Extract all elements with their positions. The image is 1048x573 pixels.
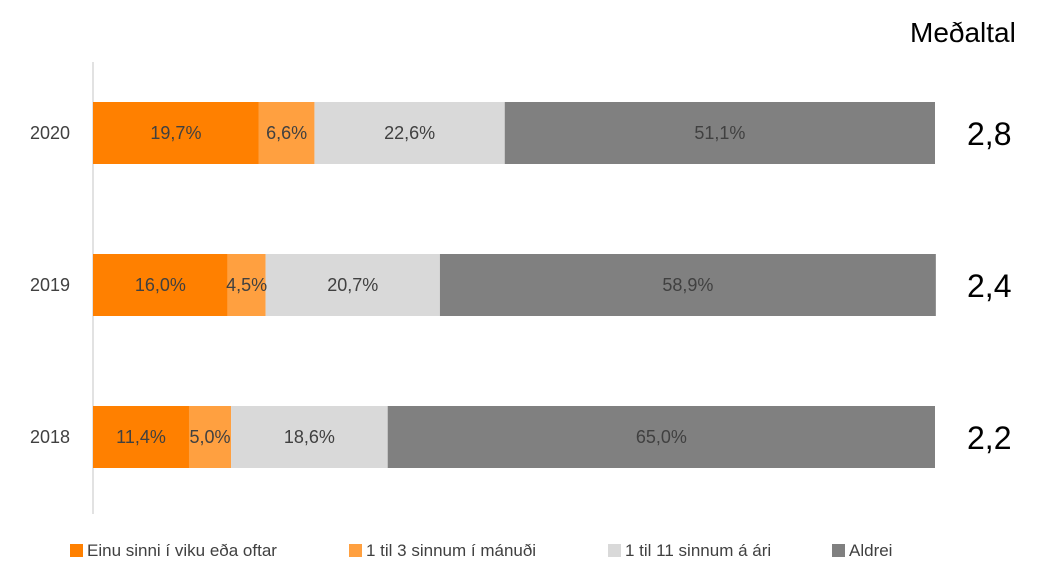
legend-swatch-2 xyxy=(608,544,621,557)
data-label-2018-series-0: 11,4% xyxy=(116,427,166,447)
average-value-2018: 2,2 xyxy=(967,420,1011,456)
legend: Einu sinni í viku eða oftar 1 til 3 sinnu… xyxy=(70,541,892,560)
bars-layer xyxy=(93,102,936,468)
category-label-2018: 2018 xyxy=(30,427,70,447)
average-values-layer: 2,8 2,4 2,2 xyxy=(967,116,1011,456)
data-label-2019-series-3: 58,9% xyxy=(662,275,713,295)
legend-label-0: Einu sinni í viku eða oftar xyxy=(87,541,277,560)
legend-label-1: 1 til 3 sinnum í mánuði xyxy=(366,541,536,560)
average-value-2019: 2,4 xyxy=(967,268,1011,304)
data-label-2019-series-1: 4,5% xyxy=(226,275,267,295)
legend-swatch-1 xyxy=(349,544,362,557)
legend-label-2: 1 til 11 sinnum á ári xyxy=(625,541,771,560)
legend-swatch-3 xyxy=(832,544,845,557)
average-value-2020: 2,8 xyxy=(967,116,1011,152)
legend-swatch-0 xyxy=(70,544,83,557)
legend-label-3: Aldrei xyxy=(849,541,892,560)
data-label-2018-series-2: 18,6% xyxy=(284,427,335,447)
data-label-2019-series-0: 16,0% xyxy=(135,275,186,295)
category-label-2019: 2019 xyxy=(30,275,70,295)
data-label-2020-series-2: 22,6% xyxy=(384,123,435,143)
category-label-2020: 2020 xyxy=(30,123,70,143)
data-label-2019-series-2: 20,7% xyxy=(327,275,378,295)
data-label-2018-series-3: 65,0% xyxy=(636,427,687,447)
data-label-2020-series-3: 51,1% xyxy=(694,123,745,143)
average-title: Meðaltal xyxy=(910,17,1016,48)
data-label-2020-series-0: 19,7% xyxy=(150,123,201,143)
data-label-2018-series-1: 5,0% xyxy=(190,427,231,447)
data-label-2020-series-1: 6,6% xyxy=(266,123,307,143)
